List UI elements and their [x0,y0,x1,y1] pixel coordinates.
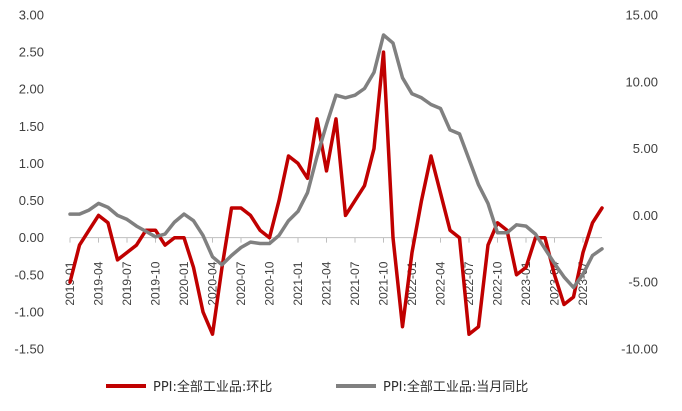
x-tick-label: 2019-10 [149,261,163,305]
y-left-tick-label: 0.50 [19,193,44,208]
y-left-tick-label: 2.00 [19,82,44,97]
y-left-tick-label: 3.00 [19,8,44,23]
x-tick-label: 2021-07 [348,261,362,305]
legend-label-1: PPI:全部工业品:环比 [153,379,272,395]
x-tick-label: 2019-07 [120,261,134,305]
x-tick-label: 2020-10 [263,261,277,305]
y-left-tick-label: -1.50 [14,342,44,357]
y-right-tick-label: -5.00 [628,275,658,290]
y-left-tick-label: 1.00 [19,156,44,171]
x-tick-label: 2019-04 [92,261,106,305]
series-line-2 [68,33,604,290]
y-left-tick-label: 2.50 [19,45,44,60]
y-right-tick-label: 10.00 [625,74,658,89]
x-tick-label: 2020-07 [234,261,248,305]
y-left-tick-label: 1.50 [19,119,44,134]
legend: PPI:全部工业品:环比 PPI:全部工业品:当月同比 [106,379,528,395]
x-tick-label: 2023-04 [548,261,562,305]
right-axis: -10.00 -5.00 0.00 5.00 10.00 15.00 [621,8,658,357]
y-right-tick-label: -10.00 [621,342,658,357]
x-tick-label: 2020-04 [206,261,220,305]
x-tick-label: 2021-04 [320,261,334,305]
x-tick-label: 2020-01 [177,261,191,305]
y-left-tick-label: 0.00 [19,230,44,245]
legend-label-2: PPI:全部工业品:当月同比 [383,379,528,395]
series-layer [68,33,604,336]
y-right-tick-label: 0.00 [633,208,658,223]
y-right-tick-label: 5.00 [633,141,658,156]
y-right-tick-label: 15.00 [625,8,658,23]
x-tick-label: 2022-04 [434,261,448,305]
x-tick-label: 2023-01 [519,261,533,305]
x-tick-label: 2022-10 [491,261,505,305]
left-axis: -1.50 -1.00 -0.50 0.00 0.50 1.00 1.50 2.00 2.50 3… [14,8,44,357]
x-tick-label: 2021-10 [377,261,391,305]
y-left-tick-label: -0.50 [14,267,44,282]
y-left-tick-label: -1.00 [14,304,44,319]
x-tick-label: 2021-01 [291,261,305,305]
